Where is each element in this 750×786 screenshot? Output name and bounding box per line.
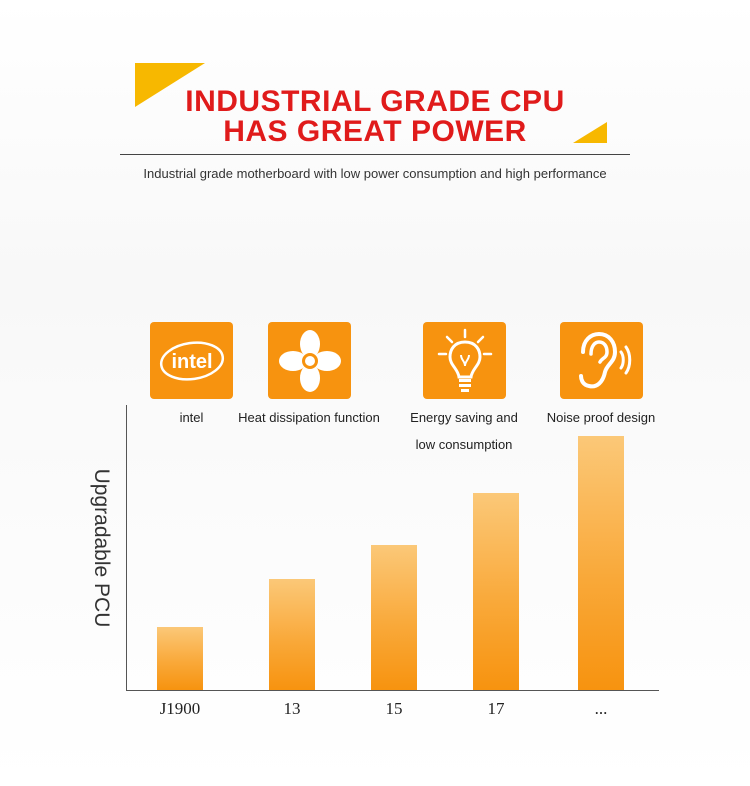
- bar-3: [371, 545, 417, 690]
- svg-text:intel: intel: [171, 351, 212, 373]
- feature-label-energy-line2: low consumption: [415, 437, 513, 452]
- x-tick-label: 13: [283, 699, 301, 718]
- bar-4: [473, 493, 519, 690]
- decorative-triangle-left: [135, 63, 205, 107]
- bar-1: [157, 627, 203, 690]
- feature-label-heat: Heat dissipation function: [238, 410, 380, 425]
- page-title-line2: HAS GREAT POWER: [223, 115, 527, 148]
- page-subtitle: Industrial grade motherboard with low po…: [143, 166, 607, 181]
- decorative-triangle-right: [573, 122, 607, 143]
- bar-5: [578, 436, 624, 690]
- intel-logo-icon: intel: [150, 322, 233, 399]
- feature-label-noise: Noise proof design: [546, 410, 656, 425]
- x-tick-label: 17: [487, 699, 505, 718]
- feature-label-energy-line1: Energy saving and: [410, 410, 518, 425]
- x-tick-label: ...: [594, 699, 608, 718]
- fan-icon: [268, 322, 351, 399]
- x-tick-label: 15: [385, 699, 403, 718]
- feature-label-intel: intel: [179, 410, 204, 425]
- x-axis: [126, 690, 659, 691]
- ear-icon: [560, 322, 643, 399]
- y-axis: [126, 405, 127, 690]
- lightbulb-icon: [423, 322, 506, 399]
- y-axis-label: Upgradable PCU: [90, 468, 113, 628]
- x-tick-label: J1900: [159, 699, 201, 718]
- title-divider: [120, 154, 630, 155]
- page-title-line1: INDUSTRIAL GRADE CPU: [185, 85, 565, 118]
- bar-2: [269, 579, 315, 690]
